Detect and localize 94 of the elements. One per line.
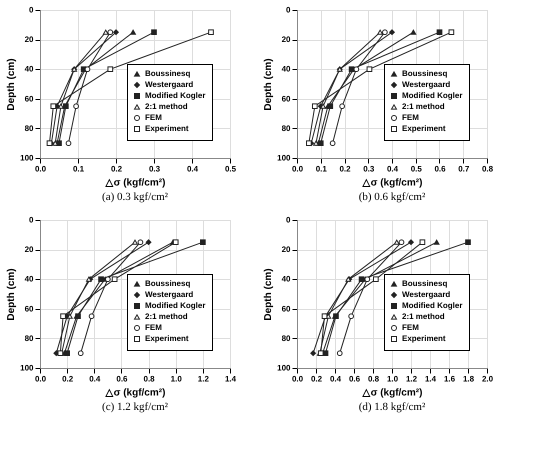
x-tick-label: 0.0 (34, 374, 47, 384)
legend-label: FEM (145, 323, 162, 332)
x-tick-label: 1.0 (170, 374, 182, 384)
x-tick-label: 0.3 (363, 164, 375, 174)
y-tick-label: 100 (277, 364, 292, 372)
x-tick-label: 0.4 (186, 164, 199, 174)
y-tick-label: 60 (24, 304, 34, 314)
x-tick-label: 0.2 (110, 164, 123, 174)
legend-label: Modified Kogler (402, 91, 462, 100)
y-tick-label: 40 (24, 64, 34, 74)
y-tick-label: 100 (20, 154, 34, 162)
x-tick-label: 0.4 (89, 374, 101, 384)
legend-label: 2:1 method (402, 312, 445, 321)
legend-label: Boussinesq (145, 69, 190, 78)
y-tick-label: 80 (282, 334, 292, 343)
text: (d) 1.8 kgf/cm² (358, 401, 426, 413)
y-axis-title: Depth (cm) (6, 268, 18, 321)
legend-label: Westergaard (402, 80, 450, 89)
y-axis-title: Depth (cm) (263, 58, 274, 111)
legend-label: Boussinesq (402, 69, 448, 78)
text: (c) 1.2 kgf/cm² (102, 401, 169, 413)
x-axis-title: △σ (kgf/cm²) (104, 178, 166, 188)
y-tick-label: 0 (29, 6, 34, 14)
x-tick-label: 0.4 (386, 164, 399, 174)
x-tick-label: 0.4 (330, 374, 342, 384)
y-tick-label: 100 (277, 154, 292, 162)
y-axis-title: Depth (cm) (263, 268, 274, 321)
y-tick-label: 40 (24, 274, 34, 284)
y-tick-label: 80 (24, 334, 34, 343)
legend-label: Westergaard (145, 290, 194, 299)
y-tick-label: 60 (24, 94, 34, 104)
legend-label: 2:1 method (402, 102, 445, 111)
x-tick-label: 0.8 (144, 374, 156, 384)
y-tick-label: 40 (282, 274, 292, 284)
y-tick-label: 80 (24, 124, 34, 133)
x-tick-label: 1.2 (406, 374, 418, 384)
y-tick-label: 80 (282, 124, 292, 133)
text: (b) 0.6 kgf/cm² (358, 191, 426, 203)
x-tick-label: 0.0 (292, 164, 304, 174)
x-tick-label: 0.3 (148, 164, 161, 174)
x-tick-label: 2.0 (482, 374, 494, 384)
x-tick-label: 1.2 (198, 374, 210, 384)
legend-label: Experiment (402, 124, 446, 133)
legend-label: Experiment (145, 334, 189, 343)
x-axis-title: △σ (kgf/cm²) (104, 388, 166, 398)
y-tick-label: 60 (282, 94, 292, 104)
x-tick-label: 1.4 (424, 374, 437, 384)
legend-label: Modified Kogler (145, 91, 206, 100)
legend-label: Experiment (402, 334, 446, 343)
y-tick-label: 100 (20, 364, 34, 372)
y-tick-label: 0 (29, 216, 34, 224)
legend-label: Experiment (145, 124, 189, 133)
legend-label: Boussinesq (402, 279, 448, 288)
x-tick-label: 0.5 (224, 164, 237, 174)
legend-label: Westergaard (402, 290, 450, 299)
legend-label: FEM (402, 323, 420, 332)
x-axis-title: △σ (kgf/cm²) (362, 178, 422, 188)
x-tick-label: 0.6 (116, 374, 128, 384)
legend-label: FEM (145, 113, 162, 122)
legend-label: Modified Kogler (402, 301, 462, 310)
legend-label: 2:1 method (145, 102, 188, 111)
x-axis-title: △σ (kgf/cm²) (362, 388, 422, 398)
x-tick-label: 0.2 (339, 164, 352, 174)
y-tick-label: 60 (282, 304, 292, 314)
x-tick-label: 1.4 (224, 374, 237, 384)
legend-label: Boussinesq (145, 279, 190, 288)
x-tick-label: 0.7 (458, 164, 470, 174)
x-tick-label: 1.8 (462, 374, 475, 384)
x-tick-label: 0.5 (410, 164, 422, 174)
x-tick-label: 0.6 (348, 374, 361, 384)
y-tick-label: 40 (282, 64, 292, 74)
x-tick-label: 0.8 (368, 374, 380, 384)
y-tick-label: 0 (286, 216, 292, 224)
x-tick-label: 0.2 (310, 374, 323, 384)
x-tick-label: 1.6 (444, 374, 456, 384)
y-tick-label: 20 (282, 245, 292, 254)
y-tick-label: 20 (24, 245, 34, 254)
x-tick-label: 0.6 (434, 164, 446, 174)
x-tick-label: 0.0 (34, 164, 47, 174)
text: (a) 0.3 kgf/cm² (102, 191, 169, 203)
y-tick-label: 20 (24, 35, 34, 44)
y-tick-label: 20 (282, 35, 292, 44)
legend-label: FEM (402, 113, 420, 122)
legend-label: Modified Kogler (145, 301, 206, 310)
x-tick-label: 1.0 (386, 374, 399, 384)
x-tick-label: 0.1 (316, 164, 328, 174)
y-tick-label: 0 (286, 6, 292, 14)
x-tick-label: 0.8 (482, 164, 494, 174)
x-tick-label: 0.2 (62, 374, 74, 384)
x-tick-label: 0.0 (292, 374, 304, 384)
x-tick-label: 0.1 (72, 164, 85, 174)
legend-label: Westergaard (145, 80, 194, 89)
y-axis-title: Depth (cm) (6, 58, 18, 111)
legend-label: 2:1 method (145, 312, 188, 321)
